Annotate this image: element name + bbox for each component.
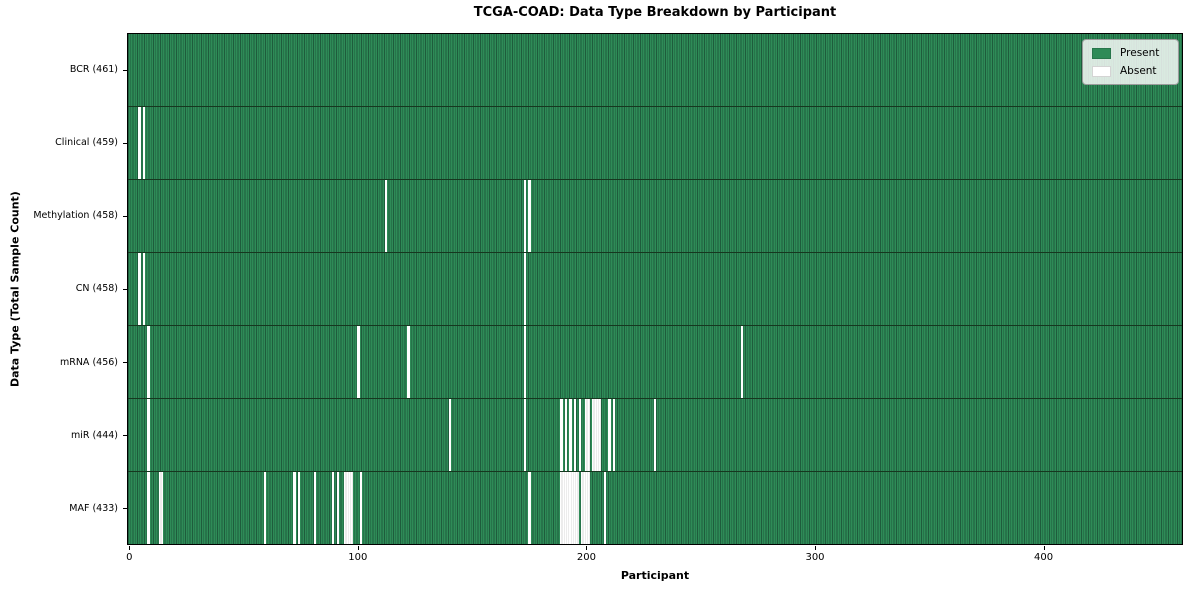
- x-tick-label: 300: [805, 552, 825, 563]
- y-tick-label: mRNA (456): [59, 356, 118, 368]
- y-cell-Methylation: Methylation (458): [0, 179, 127, 252]
- absent-run: [612, 399, 616, 471]
- absent-run: [523, 253, 527, 325]
- x-tick-label: 100: [348, 552, 368, 563]
- y-cell-miR: miR (444): [0, 399, 127, 472]
- absent-run: [569, 399, 572, 471]
- legend-label-absent: Absent: [1120, 65, 1157, 77]
- y-cell-mRNA: mRNA (456): [0, 326, 127, 399]
- legend-label-present: Present: [1120, 47, 1160, 59]
- y-axis: BCR (461) Clinical (459) Methylation (458)…: [0, 33, 127, 545]
- absent-run: [653, 399, 657, 471]
- absent-run: [138, 107, 141, 179]
- absent-run: [147, 399, 150, 471]
- x-tick-mark: [815, 546, 816, 550]
- absent-run: [357, 326, 360, 398]
- x-tick-label: 0: [126, 552, 133, 563]
- x-tick-mark: [129, 546, 131, 550]
- x-axis-label: Participant: [620, 569, 690, 582]
- legend: Present Absent: [1082, 39, 1179, 85]
- absent-run: [147, 326, 150, 398]
- y-tick-label: BCR (461): [69, 64, 118, 76]
- row-miR: [128, 399, 1182, 472]
- absent-run: [293, 472, 296, 544]
- absent-run: [263, 472, 267, 544]
- absent-swatch-icon: [1092, 65, 1111, 77]
- y-tick-mark: [123, 288, 127, 290]
- row-Methylation: [128, 180, 1182, 253]
- absent-run: [528, 180, 531, 252]
- absent-run: [142, 253, 146, 325]
- absent-run: [740, 326, 743, 398]
- y-tick-mark: [123, 215, 127, 217]
- absent-run: [448, 399, 451, 471]
- y-tick-label: Clinical (459): [55, 137, 118, 149]
- x-axis: 0 100 200 300 400: [126, 546, 1183, 572]
- absent-run: [384, 180, 387, 252]
- absent-run: [158, 472, 164, 544]
- y-tick-label: MAF (433): [69, 502, 118, 514]
- x-tick-mark: [357, 546, 359, 550]
- absent-run: [336, 472, 340, 544]
- absent-run: [147, 472, 150, 544]
- absent-run: [603, 472, 606, 544]
- x-tick-mark: [1043, 546, 1045, 550]
- absent-run: [528, 472, 531, 544]
- absent-run: [592, 399, 602, 471]
- y-tick-label: miR (444): [70, 429, 118, 441]
- absent-run: [578, 399, 581, 471]
- absent-run: [297, 472, 301, 544]
- absent-run: [138, 253, 141, 325]
- row-CN: [128, 253, 1182, 326]
- y-tick-mark: [123, 508, 127, 510]
- absent-run: [523, 326, 527, 398]
- y-cell-BCR: BCR (461): [0, 33, 127, 106]
- legend-item-present: Present: [1092, 47, 1169, 59]
- legend-item-absent: Absent: [1092, 65, 1169, 77]
- absent-run: [142, 107, 146, 179]
- chart-title: TCGA-COAD: Data Type Breakdown by Partic…: [473, 5, 837, 20]
- y-tick-mark: [123, 362, 127, 364]
- x-tick-label: 400: [1034, 552, 1054, 563]
- row-mRNA: [128, 326, 1182, 399]
- absent-run: [560, 399, 563, 471]
- x-tick-mark: [586, 546, 588, 550]
- absent-run: [407, 326, 410, 398]
- absent-run: [332, 472, 335, 544]
- absent-run: [313, 472, 317, 544]
- absent-run: [574, 399, 577, 471]
- y-cell-MAF: MAF (433): [0, 472, 127, 545]
- row-MAF: [128, 472, 1182, 544]
- row-Clinical: [128, 107, 1182, 180]
- y-tick-mark: [123, 142, 127, 144]
- row-BCR: [128, 34, 1182, 107]
- absent-run: [585, 399, 590, 471]
- y-tick-label: Methylation (458): [33, 210, 118, 222]
- absent-run: [343, 472, 353, 544]
- y-tick-label: CN (458): [75, 283, 118, 295]
- absent-run: [523, 399, 527, 471]
- plot-area: [127, 33, 1183, 545]
- absent-run: [359, 472, 362, 544]
- y-cell-CN: CN (458): [0, 252, 127, 325]
- absent-run: [523, 180, 527, 252]
- y-tick-mark: [123, 435, 127, 437]
- x-tick-label: 200: [576, 552, 596, 563]
- absent-run: [564, 399, 568, 471]
- y-tick-mark: [123, 69, 127, 71]
- absent-run: [608, 399, 611, 471]
- absent-run: [560, 472, 579, 544]
- present-swatch-icon: [1092, 47, 1111, 59]
- absent-run: [580, 472, 590, 544]
- y-cell-Clinical: Clinical (459): [0, 106, 127, 179]
